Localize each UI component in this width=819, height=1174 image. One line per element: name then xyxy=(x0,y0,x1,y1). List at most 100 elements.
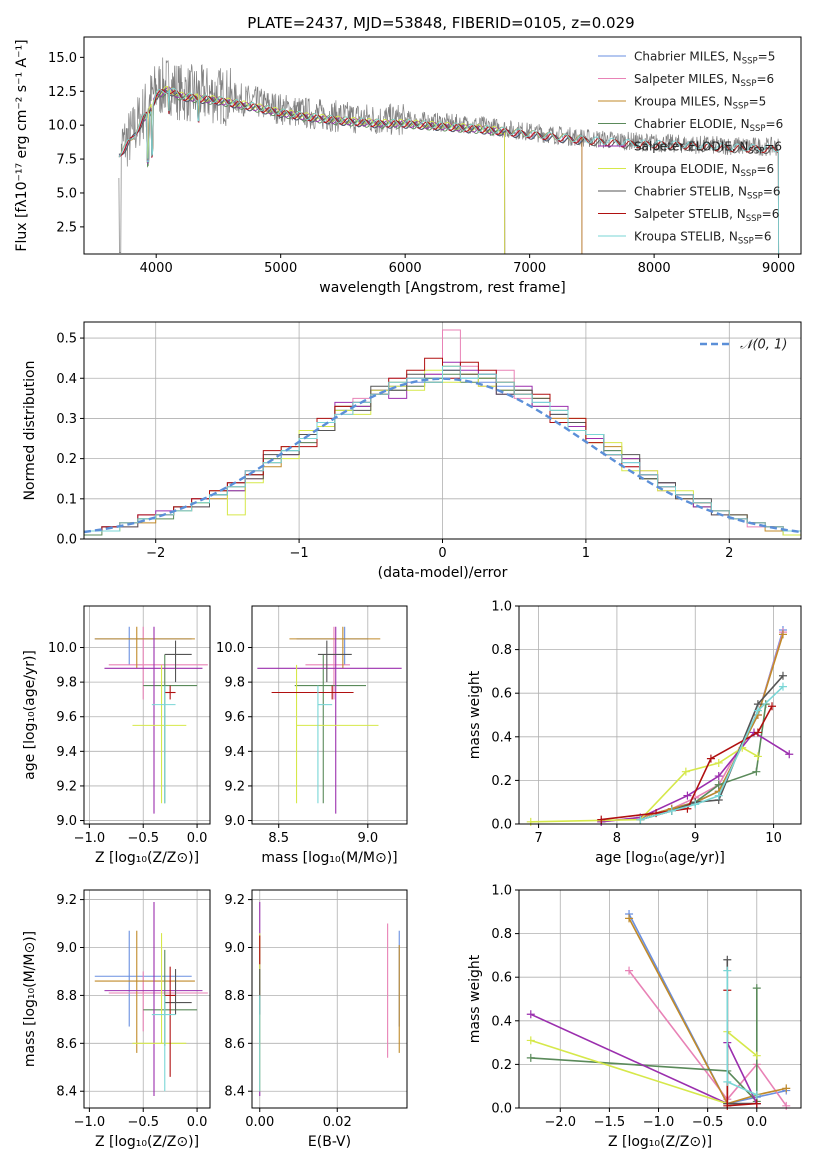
y-tick-label: 1.0 xyxy=(491,884,512,899)
y-tick-label: 0.4 xyxy=(491,730,512,745)
y-tick-label: 8.4 xyxy=(224,1085,245,1100)
x-tick-label: 0 xyxy=(438,546,446,561)
y-axis-label: Flux [fλ10⁻¹⁷ erg cm⁻² s⁻¹ A⁻¹] xyxy=(14,39,30,251)
y-tick-label: 9.2 xyxy=(56,779,77,794)
axes-frame xyxy=(251,889,408,1109)
series-line xyxy=(640,634,784,819)
series-marker xyxy=(752,1051,761,1060)
y-tick-label: 9.0 xyxy=(224,941,245,956)
series-marker xyxy=(597,815,606,824)
x-tick-label: −1.0 xyxy=(74,831,106,846)
y-tick-label: 0.6 xyxy=(491,971,512,986)
y-tick-label: 8.6 xyxy=(56,1037,77,1052)
series-marker xyxy=(723,955,732,964)
x-tick-label: 1 xyxy=(582,546,590,561)
x-tick-label: −1.5 xyxy=(594,1115,626,1130)
spectrum-series xyxy=(118,57,780,254)
y-axis-label: mass [log₁₀(M/M⊙)] xyxy=(22,931,38,1067)
series-marker xyxy=(752,767,761,776)
normal-curve xyxy=(83,377,802,534)
legend: Chabrier MILES, NSSP=5 Salpeter MILES, NS… xyxy=(598,50,783,247)
x-axis-label: (data-model)/error xyxy=(378,565,508,581)
x-tick-label: 7 xyxy=(534,831,542,846)
y-axis-label: age [log₁₀(age/yr)] xyxy=(22,650,38,780)
x-tick-label: 5000 xyxy=(264,261,297,276)
x-tick-label: −2.0 xyxy=(544,1115,576,1130)
plot-area xyxy=(84,890,210,1108)
x-tick-label: 8 xyxy=(613,831,621,846)
panel-age-vs-mass: 8.5 9.0 9.0 9.2 9.4 9.6 9.8 10.0 mass [log₁₀(M/M… xyxy=(216,605,408,866)
x-tick-label: 9.0 xyxy=(357,831,378,846)
legend-label: Kroupa STELIB, NSSP=6 xyxy=(634,230,772,247)
series-line xyxy=(628,917,787,1105)
series-marker xyxy=(778,630,787,639)
y-tick-label: 10.0 xyxy=(48,641,77,656)
legend-label: Chabrier ELODIE, NSSP=6 xyxy=(634,117,783,134)
model-fit-line xyxy=(143,85,506,254)
histogram-step xyxy=(84,365,801,532)
series-marker xyxy=(782,1084,791,1093)
x-tick-label: 9000 xyxy=(762,261,795,276)
axes-frame xyxy=(518,605,802,825)
y-tick-label: 0.2 xyxy=(491,774,512,789)
x-tick-label: 6000 xyxy=(389,261,422,276)
series-marker xyxy=(526,1036,535,1045)
x-tick-label: 9 xyxy=(691,831,699,846)
series-marker xyxy=(714,780,723,789)
y-tick-label: 10.0 xyxy=(216,641,245,656)
series-marker xyxy=(683,791,692,800)
series-line xyxy=(601,705,773,821)
legend-label: Chabrier MILES, NSSP=5 xyxy=(634,50,775,67)
y-tick-label: 0.0 xyxy=(56,533,77,548)
series-marker xyxy=(753,706,762,715)
axes-frame xyxy=(83,889,211,1109)
model-fit-line xyxy=(118,87,780,254)
legend-label: Kroupa MILES, NSSP=5 xyxy=(634,95,766,112)
legend-label: Salpeter ELODIE, NSSP=6 xyxy=(634,140,782,157)
series-marker xyxy=(636,815,645,824)
series-marker xyxy=(625,914,634,923)
series-marker xyxy=(723,1077,732,1086)
series-marker xyxy=(714,791,723,800)
series-marker xyxy=(752,984,761,993)
series-marker xyxy=(785,750,794,759)
x-tick-label: −0.5 xyxy=(127,1115,159,1130)
series-line xyxy=(628,970,787,1107)
plot-area xyxy=(252,606,407,824)
x-axis-label: Z [log₁₀(Z/Z⊙)] xyxy=(95,1134,199,1150)
y-tick-label: 12.5 xyxy=(48,85,77,100)
y-tick-label: 10.0 xyxy=(48,119,77,134)
x-tick-label: −1.0 xyxy=(74,1115,106,1130)
y-tick-label: 9.2 xyxy=(224,779,245,794)
y-tick-label: 9.0 xyxy=(56,814,77,829)
series-line xyxy=(601,731,790,823)
x-tick-label: 7000 xyxy=(513,261,546,276)
series-line xyxy=(530,746,759,823)
x-tick-label: −0.5 xyxy=(692,1115,724,1130)
y-axis-label: Normed distribution xyxy=(22,361,38,501)
y-tick-label: 0.3 xyxy=(56,412,77,427)
y-tick-label: 1.0 xyxy=(491,600,512,615)
y-tick-label: 7.5 xyxy=(56,153,77,168)
y-axis-label: mass weight xyxy=(467,670,483,759)
series-marker xyxy=(778,682,787,691)
series-marker xyxy=(768,702,777,711)
series-marker xyxy=(753,752,762,761)
series-marker xyxy=(778,671,787,680)
y-tick-label: 9.4 xyxy=(224,745,245,760)
series-marker xyxy=(723,966,732,975)
legend-label: Chabrier STELIB, NSSP=6 xyxy=(634,185,781,202)
y-tick-label: 15.0 xyxy=(48,51,77,66)
panel-weight-vs-age: 7 8 9 10 0.0 0.2 0.4 0.6 0.8 1.0 age [log₁₀(age/yr… xyxy=(467,600,802,866)
axes-frame xyxy=(518,889,802,1109)
y-tick-label: 0.8 xyxy=(491,643,512,658)
series-marker xyxy=(526,1010,535,1019)
legend-label: Salpeter MILES, NSSP=6 xyxy=(634,72,774,89)
x-tick-label: 0.02 xyxy=(323,1115,352,1130)
legend: 𝒩(0, 1) xyxy=(700,338,787,353)
axes-frame xyxy=(251,605,408,825)
series-marker xyxy=(625,966,634,975)
y-tick-label: 9.2 xyxy=(224,893,245,908)
y-tick-label: 9.2 xyxy=(56,893,77,908)
